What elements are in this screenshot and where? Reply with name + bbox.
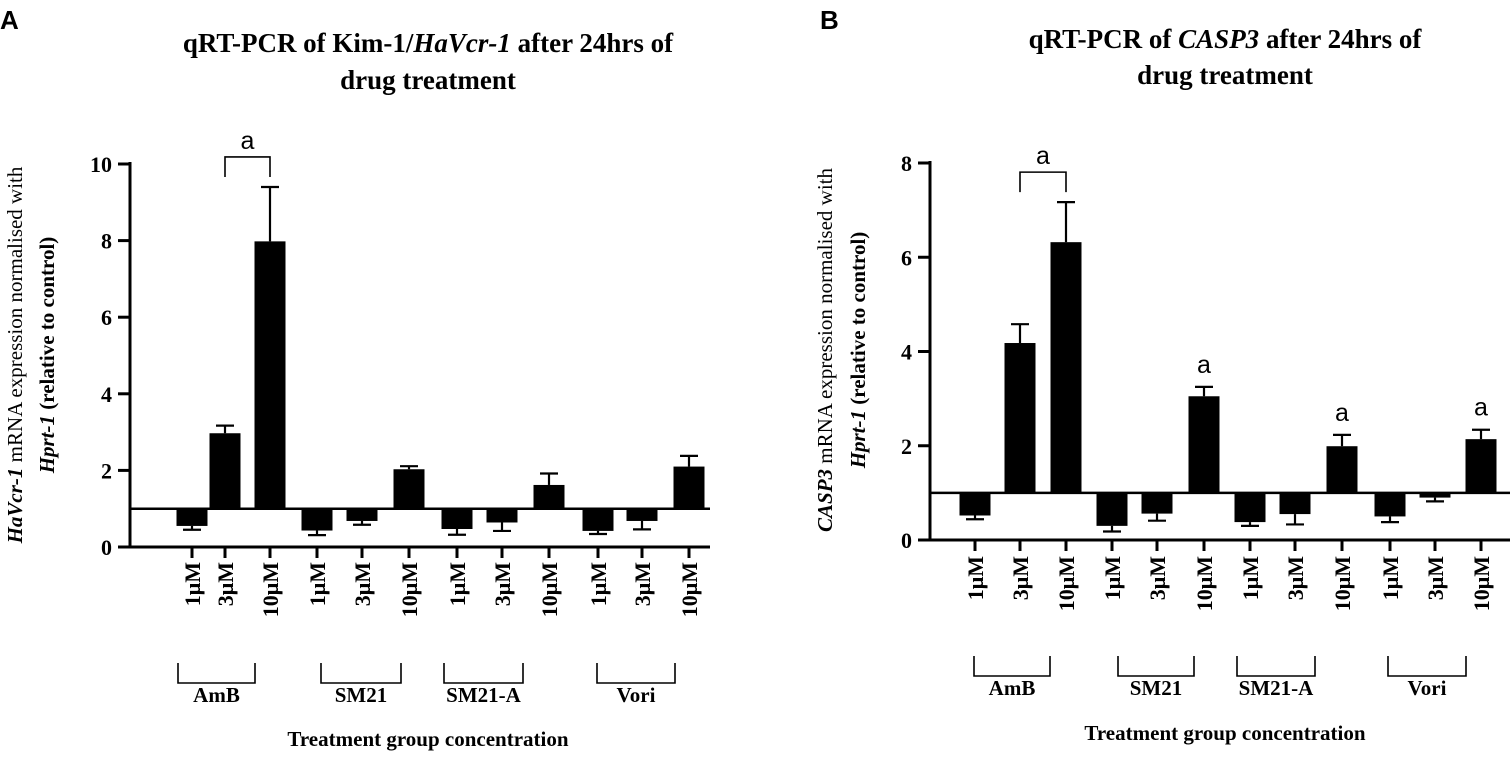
panel-a-bar-10 <box>582 508 614 531</box>
panel-b-title-line1: qRT-PCR of CASP3 after 24hrs of <box>1029 24 1423 54</box>
panel-a-ytick-label-4: 4 <box>101 382 112 407</box>
panel-b-sig-label-6: a <box>1197 351 1211 379</box>
panel-a-bar-8 <box>486 508 518 523</box>
panel-a-sig-bracket <box>224 156 271 177</box>
panel-b-xtick-label-9: 10μM <box>1330 556 1355 611</box>
panel-b-xtick-label-5: 3μM <box>1145 556 1170 600</box>
panel-a-group-bracket-sm21-a <box>443 663 524 684</box>
panel-a-xtick-label-4: 1μM <box>305 562 330 606</box>
panel-a-bar-5 <box>346 508 378 521</box>
panel-b-title-line2: drug treatment <box>1137 60 1313 90</box>
panel-b-xtick-label-6: 10μM <box>1192 556 1217 611</box>
panel-b-bar-11 <box>1419 492 1451 498</box>
panel-a-group-bracket-sm21 <box>320 663 402 684</box>
panel-a-bar-2 <box>209 433 241 509</box>
panel-a-ytick-label-8: 8 <box>101 229 112 254</box>
panel-b-sig-bracket <box>1019 171 1067 193</box>
panel-b-bar-6 <box>1188 396 1220 493</box>
panel-a-bar-1 <box>176 508 208 526</box>
panel-a-ytick-label-0: 0 <box>101 535 112 560</box>
panel-a-ylabel-line2: Hprt-1 (relative to control) <box>35 237 59 475</box>
panel-b-xtick-label-7: 1μM <box>1238 556 1263 600</box>
panel-a-group-bracket-vori <box>596 663 676 684</box>
panel-a-group-label-vori: Vori <box>617 683 656 707</box>
panel-a-xtick-label-10: 1μM <box>586 562 611 606</box>
panel-b-bar-7 <box>1234 492 1266 523</box>
panel-a-xtick-label-9: 10μM <box>537 562 562 617</box>
panel-b-xtick-label-4: 1μM <box>1100 556 1125 600</box>
panel-b-bar-3 <box>1050 242 1082 493</box>
panel-b-ytick-label-2: 2 <box>901 434 912 459</box>
panel-a-group-label-amb: AmB <box>193 683 240 707</box>
panel-b-group-label-vori: Vori <box>1408 676 1447 700</box>
panel-b-label: B <box>820 5 839 35</box>
panel-b-xtick-label-2: 3μM <box>1008 556 1033 600</box>
panel-b-bar-8 <box>1279 492 1311 515</box>
panel-b-xtick-label-10: 1μM <box>1378 556 1403 600</box>
panel-a-xtick-label-3: 10μM <box>258 562 283 617</box>
panel-b-group-bracket-sm21-a <box>1236 656 1316 677</box>
panel-b-ytick-label-0: 0 <box>901 528 912 553</box>
panel-a-xtick-label-1: 1μM <box>180 562 205 606</box>
panel-b-bar-1 <box>959 492 991 516</box>
panel-a-bar-6 <box>393 469 425 509</box>
panel-a-bar-9 <box>533 484 565 509</box>
panel-a-xlabel: Treatment group concentration <box>287 727 568 751</box>
panel-b-group-bracket-amb <box>973 656 1051 677</box>
panel-b-ylabel-line1: CASP3 mRNA expression normalised with <box>813 168 837 533</box>
panel-b-group-label-sm21-a: SM21-A <box>1239 676 1314 700</box>
panel-a-group-label-sm21: SM21 <box>335 683 388 707</box>
panel-a-ylabel-line1: HaVcr-1 mRNA expression normalised with <box>3 166 27 544</box>
panel-a-title-line1: qRT-PCR of Kim-1/HaVcr-1 after 24hrs of <box>183 28 674 58</box>
panel-a-group-bracket-amb <box>177 663 256 684</box>
panel-a-bar-11 <box>626 508 658 521</box>
panel-b-xtick-label-1: 1μM <box>963 556 988 600</box>
panel-b-sig-label-9: a <box>1335 399 1349 427</box>
panel-b-group-label-sm21: SM21 <box>1130 676 1183 700</box>
panel-b-bar-12 <box>1465 439 1497 493</box>
panel-a-xtick-label-7: 1μM <box>445 562 470 606</box>
panel-b-ytick-label-4: 4 <box>901 340 912 365</box>
panel-b-xtick-label-11: 3μM <box>1423 556 1448 600</box>
panel-b-group-bracket-sm21 <box>1117 656 1195 677</box>
panel-a-label: A <box>0 5 19 35</box>
panel-a-bar-12 <box>673 466 705 509</box>
panel-b-sig-label-12: a <box>1474 394 1488 422</box>
panel-b-bar-5 <box>1141 492 1173 514</box>
panel-a-xtick-label-6: 10μM <box>397 562 422 617</box>
panel-a-ytick-label-6: 6 <box>101 305 112 330</box>
panel-a-sig-label-bracket: a <box>241 127 255 155</box>
panel-b-bar-9 <box>1326 446 1358 493</box>
panel-b-group-label-amb: AmB <box>989 676 1036 700</box>
panel-a-bar-4 <box>301 508 333 531</box>
panel-b-xtick-label-8: 3μM <box>1283 556 1308 600</box>
panel-a-xtick-label-11: 3μM <box>630 562 655 606</box>
panel-a-group-label-sm21-a: SM21-A <box>446 683 521 707</box>
panel-b-xlabel: Treatment group concentration <box>1084 721 1365 745</box>
panel-a-title-line2: drug treatment <box>340 65 516 95</box>
panel-b-ytick-label-6: 6 <box>901 245 912 270</box>
panel-a-bar-3 <box>254 241 286 509</box>
panel-b-ytick-label-8: 8 <box>901 151 912 176</box>
panel-b-bar-10 <box>1374 492 1406 517</box>
panel-a-ytick-label-2: 2 <box>101 458 112 483</box>
panel-b-bar-2 <box>1004 343 1036 493</box>
panel-b-group-bracket-vori <box>1387 656 1467 677</box>
panel-a-ytick-label-10: 10 <box>90 152 112 177</box>
panel-b-xtick-label-12: 10μM <box>1469 556 1494 611</box>
panel-a-xtick-label-12: 10μM <box>677 562 702 617</box>
panel-a-xtick-label-2: 3μM <box>213 562 238 606</box>
panel-a-bar-7 <box>441 508 473 529</box>
panel-a-xtick-label-8: 3μM <box>490 562 515 606</box>
panel-b-sig-label-bracket: a <box>1036 142 1050 170</box>
panel-a-xtick-label-5: 3μM <box>350 562 375 606</box>
panel-b-xtick-label-3: 10μM <box>1054 556 1079 611</box>
panel-b-bar-4 <box>1096 492 1128 526</box>
panel-b-ylabel-line2: Hprt-1 (relative to control) <box>846 232 870 470</box>
